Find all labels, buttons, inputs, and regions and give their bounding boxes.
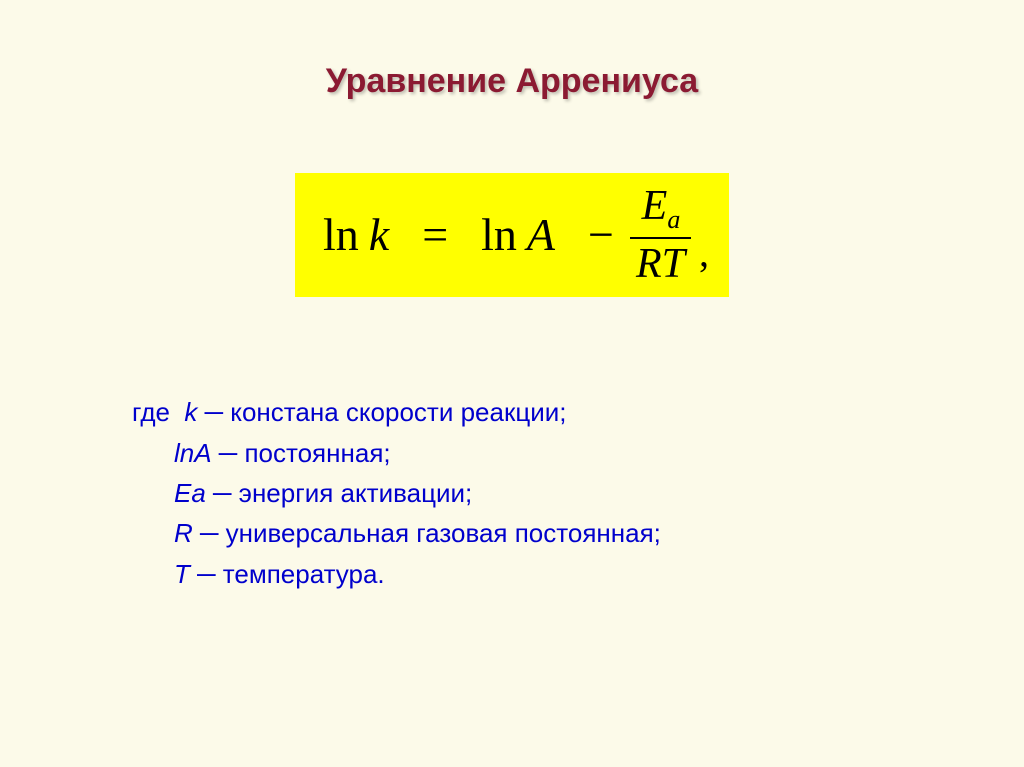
eq-ln1: ln (323, 209, 359, 260)
def-where: где (132, 397, 170, 427)
def-Ea-sym: Ea (174, 478, 206, 508)
def-Ea-desc: ─ энергия активации; (206, 478, 472, 508)
eq-fraction: Ea RT (630, 183, 691, 287)
definitions-block: где k ─ констана скорости реакции; lnA ─… (132, 392, 1024, 593)
eq-minus: − (588, 209, 614, 260)
def-T-desc: ─ температура. (190, 559, 385, 589)
eq-Ea-E: E (642, 183, 667, 229)
eq-equals: = (422, 209, 448, 260)
eq-RT: RT (630, 239, 691, 287)
def-R-sym: R (174, 518, 193, 548)
def-row-R: R ─ универсальная газовая постоянная; (132, 513, 1024, 553)
eq-ln2: ln (481, 209, 517, 260)
def-row-T: T ─ температура. (132, 554, 1024, 594)
equation-container: lnk = lnA − Ea RT , (0, 173, 1024, 297)
def-lnA-desc: ─ постоянная; (212, 438, 391, 468)
def-T-sym: T (174, 559, 190, 589)
eq-Ea-a: a (667, 205, 679, 234)
slide-title: Уравнение Аррениуса (0, 0, 1024, 101)
def-row-Ea: Ea ─ энергия активации; (132, 473, 1024, 513)
eq-k: k (369, 209, 389, 260)
def-R-desc: ─ универсальная газовая постоянная; (193, 518, 661, 548)
def-k-desc: ─ констана скорости реакции; (197, 397, 566, 427)
eq-A: A (527, 209, 555, 260)
def-k-sym: k (184, 397, 197, 427)
def-lnA-sym: lnA (174, 438, 212, 468)
arrhenius-equation: lnk = lnA − Ea RT , (295, 173, 729, 297)
eq-comma: , (699, 233, 709, 273)
def-row-k: где k ─ констана скорости реакции; (132, 392, 1024, 432)
def-row-lnA: lnA ─ постоянная; (132, 433, 1024, 473)
